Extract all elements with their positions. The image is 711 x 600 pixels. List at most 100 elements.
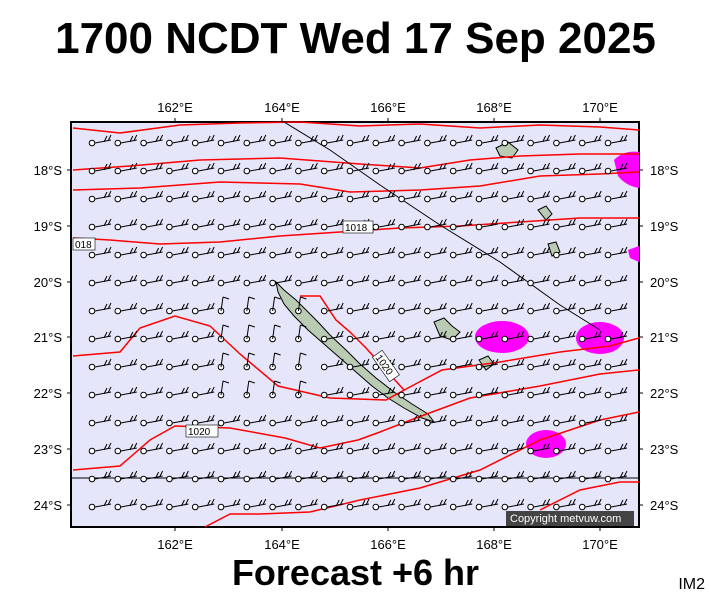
station-circle (553, 447, 560, 455)
wind-barb (120, 190, 138, 200)
lat-label-20-right: 20°S (650, 275, 679, 290)
station-circle (88, 279, 96, 287)
wind-barb (120, 218, 138, 228)
station-circle (269, 475, 276, 483)
station-circle (424, 335, 431, 343)
station-circle (166, 307, 173, 315)
wind-barb (275, 134, 293, 144)
station-circle (269, 223, 276, 231)
station-circle (372, 139, 380, 147)
station-circle (372, 251, 380, 259)
wind-barb (352, 190, 370, 200)
station-circle (578, 391, 586, 399)
station-circle (320, 223, 328, 231)
station-circle (553, 503, 560, 511)
wind-barb (223, 162, 241, 172)
station-circle (295, 447, 302, 455)
station-circle (449, 447, 457, 455)
wind-barb (172, 498, 189, 508)
wind-barb (533, 190, 551, 200)
wind-barb (94, 274, 112, 284)
wind-barb (327, 190, 344, 200)
wind-barb (610, 274, 628, 284)
station-circle (475, 447, 483, 455)
wind-barb (404, 274, 422, 284)
wind-barb (172, 442, 189, 452)
station-circle (217, 251, 225, 259)
station-circle (604, 223, 612, 231)
station-circle (166, 503, 173, 511)
station-circle (320, 475, 328, 483)
wind-barb (220, 324, 230, 340)
station-circle (372, 307, 380, 315)
wind-barb (378, 190, 396, 200)
wind-barb (430, 414, 447, 424)
wind-barb (94, 218, 112, 228)
wind-barb (223, 470, 241, 480)
station-circle (217, 503, 225, 511)
wind-barb (533, 302, 551, 312)
station-circle (553, 195, 560, 203)
lat-labels-left: 18°S 19°S 20°S 21°S 22°S 23°S 24°S (34, 163, 63, 513)
wind-barb (223, 190, 241, 200)
wind-barb (272, 352, 281, 368)
station-circle (114, 391, 122, 399)
wind-barb (275, 218, 293, 228)
wind-barb (559, 246, 576, 256)
station-circle (191, 335, 199, 343)
station-circle (449, 139, 457, 147)
lon-label-164-top: 164°E (264, 100, 300, 115)
wind-barb (352, 330, 370, 340)
wind-barb (275, 470, 293, 480)
wind-barb (610, 134, 628, 144)
station-circle (269, 447, 276, 455)
map-frame (70, 121, 640, 528)
station-circle (346, 195, 354, 203)
station-circle (398, 335, 405, 343)
lat-label-19-right: 19°S (650, 219, 679, 234)
wind-barb (301, 414, 318, 424)
station-circle (398, 447, 405, 455)
wind-barb (249, 246, 267, 256)
station-circle (295, 279, 302, 287)
station-circle (604, 195, 612, 203)
wind-barb (198, 442, 215, 452)
station-circle (424, 391, 431, 399)
wind-barb (533, 442, 551, 452)
wind-barb (585, 246, 602, 256)
lat-label-19-left: 19°S (34, 219, 63, 234)
lon-label-170-bottom: 170°E (582, 537, 618, 552)
wind-barb (559, 274, 576, 284)
wind-barb (481, 470, 499, 480)
wind-barb (559, 414, 576, 424)
wind-barb (275, 274, 293, 284)
wind-barb (404, 442, 422, 452)
wind-barb (198, 358, 215, 368)
wind-barb (146, 386, 164, 396)
wind-barb (481, 134, 499, 144)
isobar-label-018: 018 (75, 240, 92, 251)
new-caledonia-land (275, 141, 561, 423)
station-circle (191, 363, 199, 371)
wind-barb (297, 296, 307, 312)
station-circle (604, 363, 612, 371)
wind-barb (507, 246, 525, 256)
wind-barb (352, 414, 370, 424)
station-circle (217, 447, 225, 455)
station-circle (527, 195, 534, 203)
station-circle (372, 503, 380, 511)
station-circle (449, 167, 457, 175)
wind-barb (430, 358, 447, 368)
wind-barb (404, 190, 422, 200)
station-circle (578, 139, 586, 147)
station-circle (346, 335, 354, 343)
wind-barb (610, 162, 628, 172)
wind-barb (378, 498, 396, 508)
station-circle (140, 335, 147, 343)
wind-barb (430, 330, 447, 340)
wind-barb (120, 162, 138, 172)
wind-barb (275, 442, 293, 452)
station-circle (501, 363, 509, 371)
station-circle (604, 475, 612, 483)
wind-barb (246, 296, 255, 312)
